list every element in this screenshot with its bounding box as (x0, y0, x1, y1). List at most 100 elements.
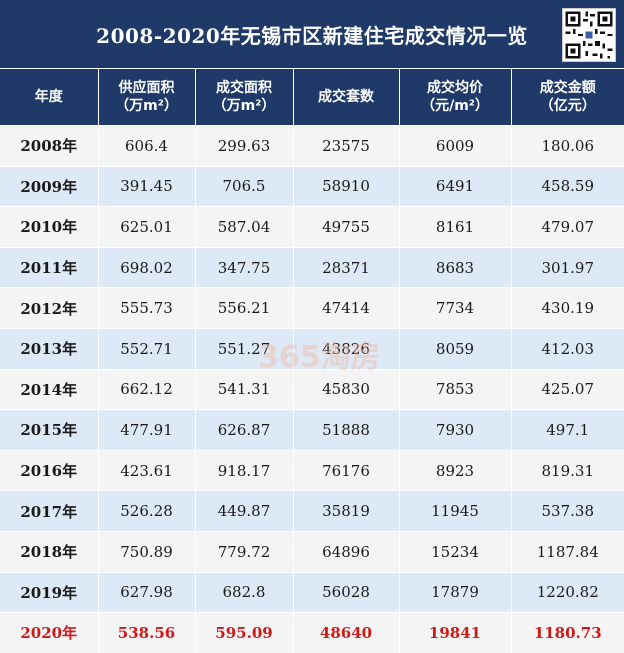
supply-area-cell: 526.28 (97, 490, 195, 532)
total-value-cell: 1220.82 (510, 571, 624, 613)
total-value-cell: 458.59 (510, 165, 624, 207)
avg-price-cell: 6491 (398, 165, 511, 207)
units-sold-cell: 47414 (292, 287, 399, 329)
total-value-cell: 301.97 (510, 246, 624, 288)
year-cell: 2011年 (0, 246, 98, 288)
table-row: 2014年 662.12 541.31 45830 7853 425.07 (0, 368, 624, 410)
supply-area-cell: 750.89 (97, 530, 195, 573)
year-cell: 2019年 (0, 571, 98, 613)
table-row: 2009年 391.45 706.5 58910 6491 458.59 (0, 165, 624, 207)
sold-area-cell: 779.72 (194, 530, 293, 573)
housing-transactions-table: 年度 供应面积 （万m²） 成交面积 （万m²） 成交套数 成交均价 （元/m²） 成… (0, 68, 624, 653)
avg-price-cell: 7930 (398, 409, 511, 451)
table-row: 2013年 552.71 551.27 43826 8059 412.03 (0, 327, 624, 370)
units-sold-cell: 51888 (292, 409, 399, 451)
table-row: 2016年 423.61 918.17 76176 8923 819.31 (0, 449, 624, 491)
units-sold-cell: 28371 (292, 246, 399, 288)
year-cell: 2012年 (0, 287, 98, 329)
qr-code-icon (562, 8, 616, 62)
page-title: 2008-2020年无锡市区新建住宅成交情况一览 (96, 23, 528, 48)
total-value-cell: 1180.73 (510, 612, 624, 653)
table-row: 2018年 750.89 779.72 64896 15234 1187.84 (0, 530, 624, 573)
sold-area-cell: 299.63 (194, 125, 293, 167)
units-sold-cell: 23575 (292, 125, 399, 167)
supply-area-cell: 625.01 (97, 206, 195, 248)
table-row: 2015年 477.91 626.87 51888 7930 497.1 (0, 409, 624, 451)
supply-area-cell: 423.61 (97, 449, 195, 491)
table-header-row: 年度 供应面积 （万m²） 成交面积 （万m²） 成交套数 成交均价 （元/m²） 成… (0, 68, 624, 126)
avg-price-cell: 6009 (398, 125, 511, 167)
supply-area-cell: 538.56 (97, 612, 195, 653)
title-bar: 2008-2020年无锡市区新建住宅成交情况一览 (0, 0, 624, 68)
total-value-cell: 425.07 (510, 368, 624, 410)
table-row: 2008年 606.4 299.63 23575 6009 180.06 (0, 125, 624, 167)
table-row: 2017年 526.28 449.87 35819 11945 537.38 (0, 490, 624, 532)
total-value-cell: 819.31 (510, 449, 624, 491)
avg-price-cell: 11945 (398, 490, 511, 532)
supply-area-cell: 698.02 (97, 246, 195, 288)
units-sold-cell: 56028 (292, 571, 399, 613)
sold-area-cell: 595.09 (194, 612, 293, 653)
units-sold-cell: 58910 (292, 165, 399, 207)
avg-price-cell: 7853 (398, 368, 511, 410)
year-cell: 2010年 (0, 206, 98, 248)
sold-area-cell: 449.87 (194, 490, 293, 532)
supply-area-cell: 552.71 (97, 327, 195, 370)
year-cell: 2013年 (0, 327, 98, 370)
supply-area-cell: 391.45 (97, 165, 195, 207)
avg-price-cell: 8059 (398, 327, 511, 370)
units-sold-cell: 64896 (292, 530, 399, 573)
table-row: 2012年 555.73 556.21 47414 7734 430.19 (0, 287, 624, 329)
year-cell: 2015年 (0, 409, 98, 451)
units-sold-cell: 35819 (292, 490, 399, 532)
supply-area-cell: 662.12 (97, 368, 195, 410)
avg-price-cell: 17879 (398, 571, 511, 613)
avg-price-cell: 19841 (398, 612, 511, 653)
column-header-total-value: 成交金额 （亿元） (510, 68, 624, 126)
column-header-units-sold: 成交套数 (292, 68, 399, 126)
sold-area-cell: 551.27 (194, 327, 293, 370)
sold-area-cell: 541.31 (194, 368, 293, 410)
units-sold-cell: 76176 (292, 449, 399, 491)
column-header-supply-area: 供应面积 （万m²） (97, 68, 195, 126)
year-cell: 2009年 (0, 165, 98, 207)
sold-area-cell: 682.8 (194, 571, 293, 613)
total-value-cell: 180.06 (510, 125, 624, 167)
total-value-cell: 479.07 (510, 206, 624, 248)
column-header-sold-area: 成交面积 （万m²） (194, 68, 293, 126)
column-header-year: 年度 (0, 68, 98, 126)
year-cell: 2017年 (0, 490, 98, 532)
total-value-cell: 1187.84 (510, 530, 624, 573)
total-value-cell: 412.03 (510, 327, 624, 370)
year-cell: 2014年 (0, 368, 98, 410)
sold-area-cell: 587.04 (194, 206, 293, 248)
avg-price-cell: 8161 (398, 206, 511, 248)
table-row: 2020年 538.56 595.09 48640 19841 1180.73 (0, 612, 624, 653)
year-cell: 2016年 (0, 449, 98, 491)
avg-price-cell: 8923 (398, 449, 511, 491)
sold-area-cell: 918.17 (194, 449, 293, 491)
year-cell: 2020年 (0, 612, 98, 653)
table-row: 2011年 698.02 347.75 28371 8683 301.97 (0, 246, 624, 288)
column-header-avg-price: 成交均价 （元/m²） (398, 68, 511, 126)
units-sold-cell: 45830 (292, 368, 399, 410)
units-sold-cell: 48640 (292, 612, 399, 653)
sold-area-cell: 706.5 (194, 165, 293, 207)
sold-area-cell: 626.87 (194, 409, 293, 451)
supply-area-cell: 627.98 (97, 571, 195, 613)
total-value-cell: 430.19 (510, 287, 624, 329)
supply-area-cell: 606.4 (97, 125, 195, 167)
supply-area-cell: 477.91 (97, 409, 195, 451)
avg-price-cell: 15234 (398, 530, 511, 573)
units-sold-cell: 49755 (292, 206, 399, 248)
sold-area-cell: 556.21 (194, 287, 293, 329)
table-row: 2010年 625.01 587.04 49755 8161 479.07 (0, 206, 624, 248)
year-cell: 2018年 (0, 530, 98, 573)
avg-price-cell: 8683 (398, 246, 511, 288)
table-row: 2019年 627.98 682.8 56028 17879 1220.82 (0, 571, 624, 613)
supply-area-cell: 555.73 (97, 287, 195, 329)
units-sold-cell: 43826 (292, 327, 399, 370)
avg-price-cell: 7734 (398, 287, 511, 329)
sold-area-cell: 347.75 (194, 246, 293, 288)
